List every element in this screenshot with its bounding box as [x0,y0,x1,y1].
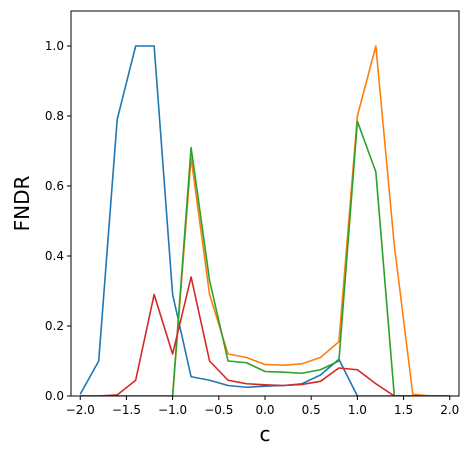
y-axis-ticks: 0.0 0.2 0.4 0.6 0.8 1.0 [45,39,71,403]
x-tick-label: −1.0 [158,403,187,417]
y-tick-label: 0.0 [45,389,64,403]
series-line-4 [80,276,450,396]
x-tick-label: 1.5 [394,403,413,417]
x-tick-label: −2.0 [66,403,95,417]
x-axis-label: c [260,422,271,446]
y-tick-label: 0.2 [45,319,64,333]
x-tick-label: 0.5 [302,403,321,417]
x-tick-label: 1.0 [348,403,367,417]
x-tick-label: −0.5 [204,403,233,417]
series-layer [79,45,450,396]
y-tick-label: 0.4 [45,249,64,263]
y-axis-label: FNDR [10,176,34,232]
x-tick-label: 2.0 [440,403,459,417]
x-tick-label: −1.5 [112,403,141,417]
y-tick-label: 0.6 [45,179,64,193]
y-tick-label: 1.0 [45,39,64,53]
series-line-2 [80,45,450,396]
series-line-3 [80,120,450,396]
y-tick-label: 0.8 [45,109,64,123]
series-line-1 [79,45,450,396]
x-tick-label: 0.0 [255,403,274,417]
x-axis-ticks: −2.0 −1.5 −1.0 −0.5 0.0 0.5 1.0 1.5 2.0 [66,396,459,417]
